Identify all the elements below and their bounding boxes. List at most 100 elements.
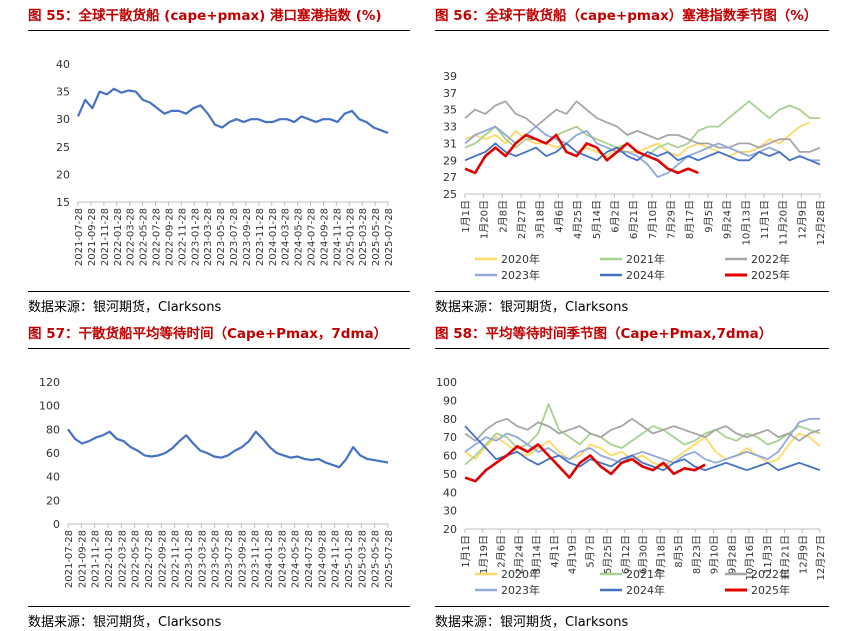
y-tick-label: 40 — [46, 471, 60, 484]
series-line-2024 — [464, 425, 821, 472]
x-tick-label: 8月5日 — [673, 535, 685, 568]
x-tick-label: 2022-03-28 — [117, 530, 128, 588]
x-tick-label: 1月19日 — [478, 535, 490, 574]
x-tick-label: 5月25日 — [602, 535, 614, 574]
x-tick-label: 2023-03-28 — [203, 208, 214, 266]
x-tick-label: 2021-09-28 — [87, 208, 98, 266]
x-tick-label: 2021-09-28 — [77, 530, 88, 588]
x-tick-label: 12月28日 — [815, 200, 827, 245]
legend-label: 2020年 — [501, 567, 540, 581]
y-tick-label: 15 — [56, 196, 70, 209]
y-tick-label: 20 — [56, 168, 70, 181]
y-tick-label: 80 — [46, 423, 60, 436]
x-tick-label: 2025-03-28 — [357, 530, 368, 588]
y-tick-label: 50 — [443, 468, 457, 481]
y-tick-label: 80 — [443, 413, 457, 426]
series-line-2021 — [464, 403, 821, 466]
x-tick-label: 2022-11-28 — [171, 530, 182, 588]
x-tick-label: 4月1日 — [549, 535, 561, 568]
x-tick-label: 2025-05-28 — [371, 530, 382, 588]
x-tick-label: 3月18日 — [535, 200, 547, 239]
x-tick-label: 2022-01-28 — [113, 208, 124, 266]
y-tick-label: 90 — [443, 394, 457, 407]
x-tick-label: 11月20日 — [778, 200, 790, 245]
x-tick-label: 2024-07-28 — [304, 530, 315, 588]
x-tick-label: 2025-03-28 — [358, 208, 369, 266]
chart-title: 图 57：干散货船平均等待时间（Cape+Pmax，7dma） — [28, 326, 388, 342]
y-tick-label: 25 — [443, 188, 457, 201]
legend-label: 2025年 — [751, 268, 790, 282]
x-tick-label: 2024-03-28 — [277, 530, 288, 588]
source-rule — [435, 606, 829, 607]
legend-label: 2021年 — [626, 567, 665, 581]
y-tick-label: 0 — [53, 518, 60, 531]
x-tick-label: 2024-03-28 — [281, 208, 292, 266]
x-tick-label: 7月18日 — [655, 535, 667, 574]
series-line-2020 — [464, 432, 821, 468]
x-tick-label: 12月9日 — [797, 535, 809, 574]
source-note: 数据来源：银河期货，Clarksons — [28, 615, 222, 630]
x-tick-label: 2024-11-28 — [332, 208, 343, 266]
title-rule — [435, 30, 829, 31]
x-tick-label: 2023-07-28 — [229, 208, 240, 266]
y-tick-label: 29 — [443, 154, 457, 167]
x-tick-label: 5月14日 — [591, 200, 603, 239]
x-tick-label: 2月27日 — [516, 200, 528, 239]
x-tick-label: 12月9日 — [796, 200, 808, 239]
y-tick-label: 100 — [39, 400, 60, 413]
x-tick-label: 2023-01-28 — [190, 208, 201, 266]
legend-label: 2025年 — [751, 583, 790, 597]
chart-title: 图 58：平均等待时间季节图（Cape+Pmax,7dma） — [435, 326, 773, 342]
y-tick-label: 35 — [443, 104, 457, 117]
x-tick-label: 2022-01-28 — [104, 530, 115, 588]
x-tick-label: 7月29日 — [666, 200, 678, 239]
legend-label: 2023年 — [501, 268, 540, 282]
x-tick-label: 2022-03-28 — [126, 208, 137, 266]
x-tick-label: 2023-05-28 — [216, 208, 227, 266]
y-tick-label: 27 — [443, 171, 457, 184]
x-tick-label: 2023-11-28 — [255, 208, 266, 266]
y-tick-label: 60 — [443, 450, 457, 463]
x-tick-label: 6月21日 — [628, 200, 640, 239]
x-tick-label: 2023-05-28 — [211, 530, 222, 588]
legend-label: 2020年 — [501, 252, 540, 266]
x-tick-label: 4月19日 — [567, 535, 579, 574]
x-tick-label: 4月6日 — [553, 200, 565, 233]
legend-label: 2022年 — [751, 567, 790, 581]
x-tick-label: 4月25日 — [572, 200, 584, 239]
x-tick-label: 2月24日 — [513, 535, 525, 574]
source-rule — [435, 291, 829, 292]
x-tick-label: 3月14日 — [531, 535, 543, 574]
y-tick-label: 70 — [443, 431, 457, 444]
x-tick-label: 9月10日 — [709, 535, 721, 574]
x-tick-label: 2022-11-28 — [177, 208, 188, 266]
title-rule — [435, 348, 829, 349]
x-tick-label: 2022-07-28 — [152, 208, 163, 266]
y-tick-label: 40 — [443, 486, 457, 499]
seasonal-chart-58: 20 30 40 50 60 70 80 90 100 1月1日 1月19日 2月6日 2月24日 3月1… — [436, 376, 827, 597]
legend-label: 2021年 — [626, 252, 665, 266]
x-tick-label: 2023-09-28 — [237, 530, 248, 588]
x-tick-label: 2021-11-28 — [91, 530, 102, 588]
x-tick-label: 1月20日 — [479, 200, 491, 239]
y-tick-label: 37 — [443, 87, 457, 100]
y-tick-label: 30 — [443, 505, 457, 518]
line-chart-55: 15 20 25 30 35 40 2021-07-28 2021-09-28 2021-11-… — [56, 58, 395, 266]
source-note: 数据来源：银河期货，Clarksons — [28, 300, 222, 315]
series-line-0 — [67, 428, 389, 469]
x-tick-label: 2024-09-28 — [319, 208, 330, 266]
source-note: 数据来源：银河期货，Clarksons — [435, 615, 629, 630]
x-tick-label: 11月21日 — [780, 535, 792, 580]
series-line-0 — [76, 87, 389, 135]
chart-panel-57: 图 57：干散货船平均等待时间（Cape+Pmax，7dma） 0 20 40 60 8… — [28, 322, 410, 631]
y-tick-label: 60 — [46, 447, 60, 460]
legend-label: 2022年 — [751, 252, 790, 266]
x-tick-label: 8月17日 — [684, 200, 696, 239]
x-tick-label: 2021-07-28 — [64, 530, 75, 588]
x-tick-label: 2025-07-28 — [384, 530, 395, 588]
x-tick-label: 2月6日 — [496, 535, 508, 568]
x-tick-label: 11月3日 — [762, 535, 774, 574]
x-tick-label: 2023-07-28 — [224, 530, 235, 588]
x-tick-label: 2024-05-28 — [291, 530, 302, 588]
title-rule — [28, 348, 410, 349]
